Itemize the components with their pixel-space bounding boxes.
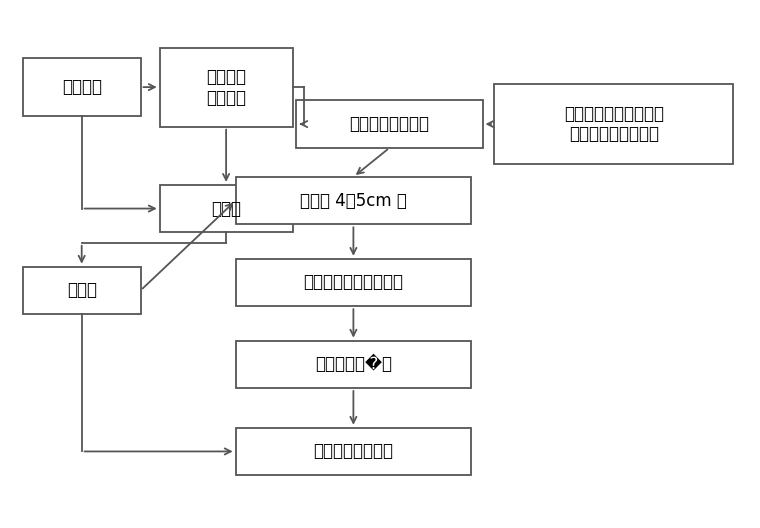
Bar bbox=[296, 100, 483, 148]
Text: 材料准备: 材料准备 bbox=[62, 78, 102, 96]
Bar bbox=[236, 177, 471, 224]
Bar bbox=[23, 58, 141, 116]
Text: 检查开挖断面尺寸，清
除浮碴，清理受喷面: 检查开挖断面尺寸，清 除浮碴，清理受喷面 bbox=[564, 105, 663, 144]
Bar bbox=[236, 259, 471, 306]
Bar bbox=[160, 185, 293, 232]
Bar bbox=[236, 341, 471, 388]
Text: 喷射砼配
合比设计: 喷射砼配 合比设计 bbox=[206, 68, 246, 107]
Text: 检查及整理开挖面: 检查及整理开挖面 bbox=[350, 115, 429, 133]
Bar bbox=[160, 48, 293, 127]
Bar bbox=[23, 267, 141, 314]
Bar bbox=[236, 428, 471, 475]
Text: 施作锚杆、挂钢筋网厚: 施作锚杆、挂钢筋网厚 bbox=[303, 274, 404, 291]
Bar bbox=[494, 84, 733, 164]
Text: 砼拌制: 砼拌制 bbox=[211, 200, 241, 218]
Text: 复喷砼至设计厚度: 复喷砼至设计厚度 bbox=[313, 442, 394, 460]
Text: 初喷砼 4～5cm 厚: 初喷砼 4～5cm 厚 bbox=[300, 192, 407, 210]
Text: 清除初喷面�尘: 清除初喷面�尘 bbox=[315, 355, 392, 373]
Text: 砼运输: 砼运输 bbox=[67, 281, 97, 299]
